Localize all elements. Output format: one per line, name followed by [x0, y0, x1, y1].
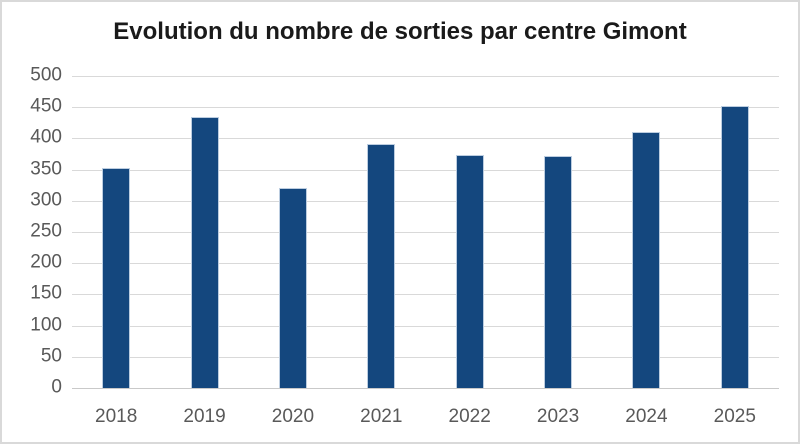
y-tick-label-0: 0 — [51, 376, 62, 398]
y-tick-label-400: 400 — [30, 126, 62, 148]
gridline-150 — [72, 294, 779, 296]
gridline-200 — [72, 263, 779, 265]
bar-2022 — [455, 154, 484, 388]
gridline-100 — [72, 325, 779, 327]
y-tick-label-350: 350 — [30, 158, 62, 180]
bar-2020 — [278, 187, 307, 388]
gridline-500 — [72, 76, 779, 77]
x-tick-label-2018: 2018 — [95, 406, 138, 427]
bar-2021 — [367, 144, 396, 388]
gridline-450 — [72, 107, 779, 109]
gridline-0 — [72, 388, 779, 389]
y-tick-label-100: 100 — [30, 314, 62, 336]
x-tick-label-2024: 2024 — [625, 406, 668, 427]
x-tick-label-2025: 2025 — [713, 406, 756, 427]
bar-2025 — [720, 105, 749, 388]
chart-title: Evolution du nombre de sorties par centr… — [113, 18, 687, 45]
y-tick-label-250: 250 — [30, 220, 62, 242]
y-tick-label-50: 50 — [40, 345, 62, 367]
y-tick-label-450: 450 — [30, 95, 62, 117]
bar-2024 — [632, 131, 661, 388]
x-tick-label-2022: 2022 — [448, 406, 491, 427]
bar-2023 — [544, 155, 573, 388]
y-tick-label-150: 150 — [30, 282, 62, 304]
x-tick-label-2021: 2021 — [360, 406, 403, 427]
gridline-250 — [72, 232, 779, 233]
y-tick-label-300: 300 — [30, 189, 62, 211]
bar-2018 — [102, 167, 131, 388]
gridline-400 — [72, 138, 779, 140]
bar-2019 — [190, 116, 219, 388]
x-tick-label-2020: 2020 — [271, 406, 315, 427]
x-tick-label-2023: 2023 — [536, 406, 580, 427]
x-tick-label-2019: 2019 — [183, 406, 226, 427]
gridline-300 — [72, 200, 779, 202]
gridline-350 — [72, 169, 779, 171]
y-tick-label-200: 200 — [30, 251, 62, 273]
gridline-50 — [72, 356, 779, 358]
y-tick-label-500: 500 — [30, 64, 62, 86]
